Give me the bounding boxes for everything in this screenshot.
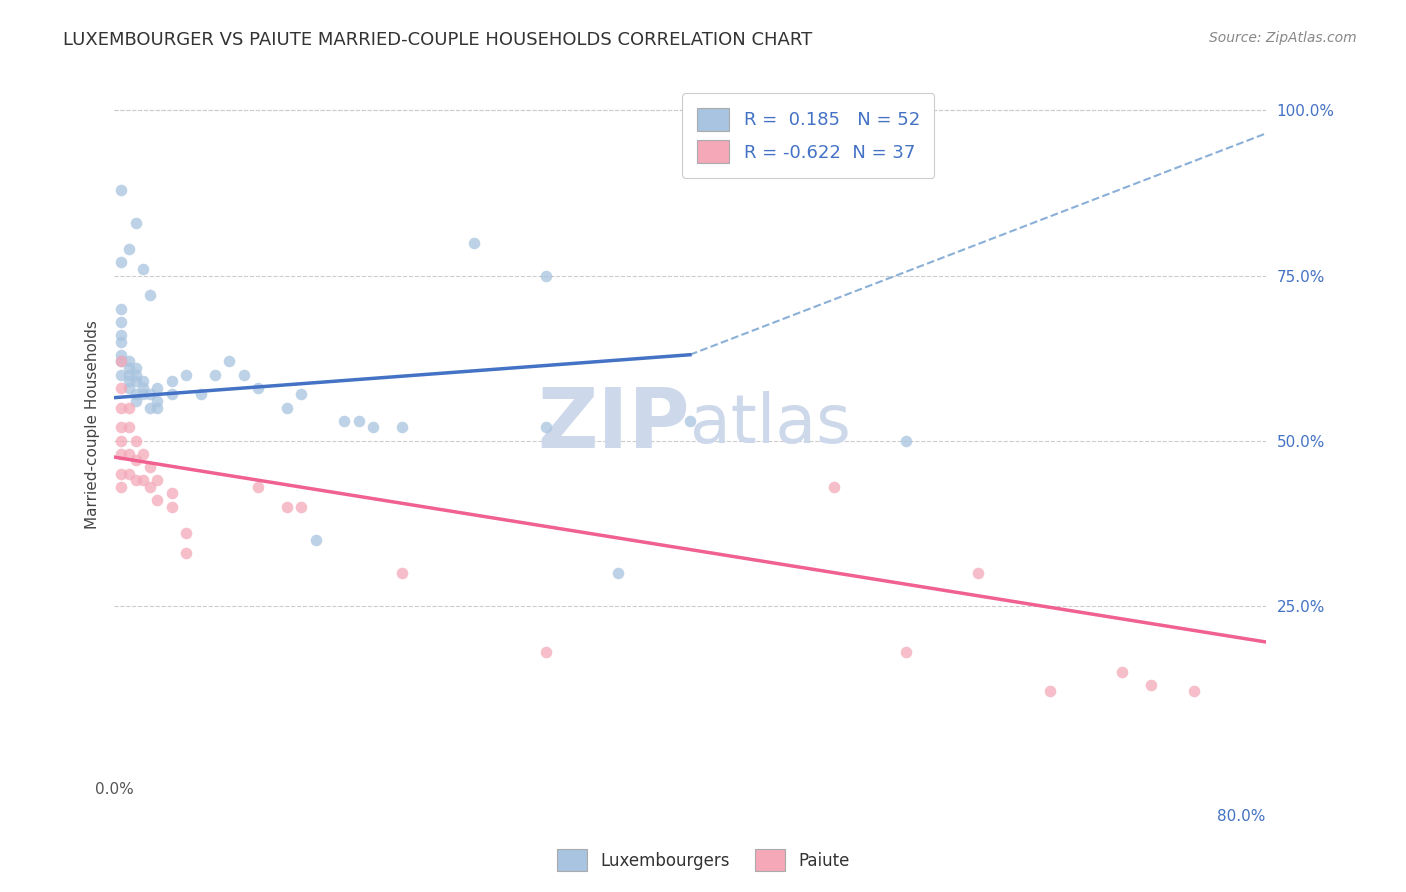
- Point: [132, 473, 155, 487]
- Point: [347, 414, 370, 428]
- Point: [534, 645, 557, 659]
- Point: [160, 374, 183, 388]
- Point: [125, 361, 148, 376]
- Point: [391, 420, 413, 434]
- Point: [110, 255, 132, 269]
- Point: [276, 500, 298, 514]
- Point: [125, 434, 148, 448]
- Point: [110, 334, 132, 349]
- Point: [110, 315, 132, 329]
- Point: [139, 288, 162, 302]
- Point: [204, 368, 226, 382]
- Point: [132, 381, 155, 395]
- Point: [305, 533, 328, 547]
- Point: [110, 401, 132, 415]
- Point: [894, 434, 917, 448]
- Point: [117, 361, 139, 376]
- Point: [110, 354, 132, 368]
- Point: [232, 368, 254, 382]
- Point: [110, 301, 132, 316]
- Point: [139, 387, 162, 401]
- Point: [160, 387, 183, 401]
- Point: [463, 235, 485, 250]
- Point: [125, 368, 148, 382]
- Point: [174, 368, 197, 382]
- Point: [117, 420, 139, 434]
- Point: [110, 381, 132, 395]
- Point: [894, 645, 917, 659]
- Point: [1111, 665, 1133, 679]
- Text: Source: ZipAtlas.com: Source: ZipAtlas.com: [1209, 31, 1357, 45]
- Point: [125, 453, 148, 467]
- Point: [1182, 684, 1205, 698]
- Point: [125, 387, 148, 401]
- Point: [125, 216, 148, 230]
- Point: [160, 500, 183, 514]
- Point: [146, 493, 169, 508]
- Text: atlas: atlas: [690, 391, 851, 457]
- Point: [247, 381, 270, 395]
- Point: [110, 420, 132, 434]
- Point: [110, 467, 132, 481]
- Point: [139, 460, 162, 475]
- Point: [218, 354, 240, 368]
- Point: [1139, 678, 1161, 692]
- Point: [146, 381, 169, 395]
- Point: [823, 480, 845, 494]
- Text: ZIP: ZIP: [537, 384, 690, 465]
- Point: [391, 566, 413, 580]
- Point: [146, 394, 169, 409]
- Point: [679, 414, 702, 428]
- Point: [1039, 684, 1062, 698]
- Point: [160, 486, 183, 500]
- Point: [132, 374, 155, 388]
- Point: [110, 354, 132, 368]
- Text: LUXEMBOURGER VS PAIUTE MARRIED-COUPLE HOUSEHOLDS CORRELATION CHART: LUXEMBOURGER VS PAIUTE MARRIED-COUPLE HO…: [63, 31, 813, 49]
- Point: [110, 368, 132, 382]
- Point: [117, 368, 139, 382]
- Point: [190, 387, 212, 401]
- Point: [117, 381, 139, 395]
- Point: [139, 401, 162, 415]
- Legend: Luxembourgers, Paiute: Luxembourgers, Paiute: [548, 841, 858, 880]
- Text: 80.0%: 80.0%: [1218, 809, 1265, 824]
- Point: [534, 420, 557, 434]
- Point: [247, 480, 270, 494]
- Point: [117, 374, 139, 388]
- Point: [117, 354, 139, 368]
- Point: [333, 414, 356, 428]
- Point: [534, 268, 557, 283]
- Point: [290, 387, 312, 401]
- Point: [361, 420, 384, 434]
- Point: [125, 473, 148, 487]
- Legend: R =  0.185   N = 52, R = -0.622  N = 37: R = 0.185 N = 52, R = -0.622 N = 37: [682, 94, 934, 178]
- Point: [276, 401, 298, 415]
- Point: [174, 526, 197, 541]
- Point: [110, 183, 132, 197]
- Point: [117, 242, 139, 256]
- Point: [290, 500, 312, 514]
- Point: [132, 261, 155, 276]
- Point: [110, 434, 132, 448]
- Point: [110, 447, 132, 461]
- Point: [117, 401, 139, 415]
- Point: [132, 447, 155, 461]
- Point: [607, 566, 630, 580]
- Point: [117, 467, 139, 481]
- Point: [110, 480, 132, 494]
- Point: [139, 480, 162, 494]
- Point: [125, 374, 148, 388]
- Point: [110, 348, 132, 362]
- Point: [110, 327, 132, 342]
- Point: [132, 387, 155, 401]
- Y-axis label: Married-couple Households: Married-couple Households: [86, 319, 100, 528]
- Point: [146, 401, 169, 415]
- Point: [125, 394, 148, 409]
- Point: [117, 447, 139, 461]
- Point: [966, 566, 988, 580]
- Point: [174, 546, 197, 560]
- Point: [146, 473, 169, 487]
